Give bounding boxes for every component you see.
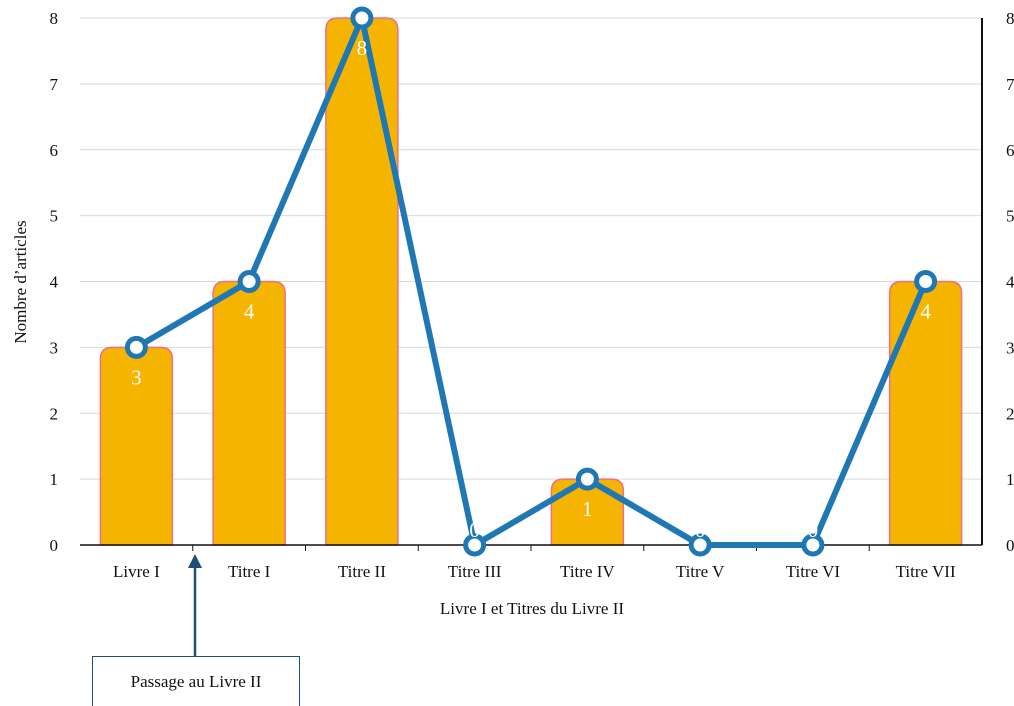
line-point — [237, 270, 261, 293]
line-point — [463, 533, 487, 557]
y-tick-label: 1 — [50, 470, 59, 489]
data-label: 0 — [808, 518, 819, 542]
y-tick-label: 8 — [50, 9, 59, 28]
y-axis-title: Nombre d’articles — [11, 220, 30, 343]
y-tick-label: 3 — [50, 338, 59, 357]
y2-tick-label: 0 — [1006, 536, 1014, 555]
y-tick-label: 6 — [50, 141, 59, 160]
y-tick-label: 5 — [50, 207, 59, 226]
data-label: 0 — [469, 518, 480, 542]
annotation-text: Passage au Livre II — [130, 671, 262, 691]
line-point — [124, 335, 148, 359]
y-tick-label: 0 — [50, 536, 59, 555]
axes: 0 0 1 1 2 2 3 3 4 4 5 5 6 6 7 7 8 8 Livre I Titre I Titre II… — [50, 9, 1014, 581]
data-label: 4 — [244, 300, 255, 324]
bar — [550, 478, 625, 546]
bar — [212, 280, 286, 546]
y2-tick-label: 8 — [1006, 9, 1014, 28]
data-label: 1 — [582, 497, 593, 521]
bar — [888, 280, 963, 546]
x-tick-label: Titre VII — [896, 562, 956, 581]
line-point — [350, 6, 374, 30]
x-tick-label: Livre I — [113, 562, 160, 581]
data-label: 3 — [131, 365, 142, 389]
y-tick-label: 2 — [50, 404, 59, 423]
y2-tick-label: 7 — [1006, 75, 1014, 94]
y2-tick-label: 1 — [1006, 470, 1014, 489]
x-tick-label: Titre III — [448, 562, 502, 581]
y2-tick-label: 3 — [1006, 338, 1014, 357]
y2-tick-label: 6 — [1006, 141, 1014, 160]
line-point — [575, 467, 599, 491]
line-point — [688, 533, 712, 557]
bar — [99, 346, 174, 546]
line-point — [801, 533, 825, 557]
x-tick-label: Titre IV — [560, 562, 615, 581]
bar-series — [99, 17, 963, 546]
line-point — [914, 270, 938, 293]
y2-tick-label: 2 — [1006, 404, 1014, 423]
line-path — [134, 15, 929, 548]
y-tick-label: 4 — [50, 273, 59, 292]
line-series — [124, 6, 938, 557]
data-label: 8 — [357, 36, 368, 60]
bar — [325, 17, 399, 546]
annotation-arrow — [188, 554, 202, 656]
x-tick-label: Titre V — [676, 562, 725, 581]
x-tick-label: Titre VI — [786, 562, 841, 581]
y-tick-label: 7 — [50, 75, 59, 94]
x-tick-label: Titre II — [338, 562, 386, 581]
data-label: 4 — [920, 300, 931, 324]
annotation-box: Passage au Livre II — [92, 656, 300, 706]
y2-tick-label: 5 — [1006, 207, 1014, 226]
x-axis-title: Livre I et Titres du Livre II — [440, 599, 624, 618]
y2-tick-label: 4 — [1006, 273, 1014, 292]
data-label: 0 — [695, 518, 706, 542]
data-labels: 3 4 8 0 1 0 0 4 — [131, 36, 931, 542]
x-tick-label: Titre I — [228, 562, 271, 581]
